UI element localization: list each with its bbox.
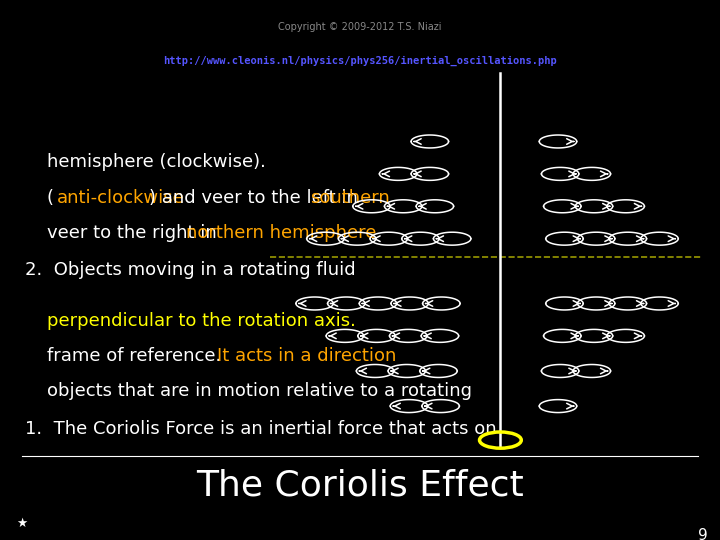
Text: It acts in a direction: It acts in a direction (217, 347, 397, 366)
Text: northern hemisphere: northern hemisphere (186, 224, 376, 242)
Text: objects that are in motion relative to a rotating: objects that are in motion relative to a… (47, 382, 472, 401)
Text: http://www.cleonis.nl/physics/phys256/inertial_oscillations.php: http://www.cleonis.nl/physics/phys256/in… (163, 56, 557, 65)
Text: Copyright © 2009-2012 T.S. Niazi: Copyright © 2009-2012 T.S. Niazi (278, 22, 442, 32)
Text: 1.  The Coriolis Force is an inertial force that acts on: 1. The Coriolis Force is an inertial for… (25, 420, 497, 438)
Text: The Coriolis Effect: The Coriolis Effect (196, 469, 524, 503)
Text: hemisphere (clockwise).: hemisphere (clockwise). (47, 153, 266, 171)
Text: southern: southern (310, 189, 390, 207)
Text: (: ( (47, 189, 54, 207)
Text: ★: ★ (16, 517, 27, 530)
Text: ) and veer to the left in: ) and veer to the left in (149, 189, 364, 207)
Text: perpendicular to the rotation axis.: perpendicular to the rotation axis. (47, 312, 356, 330)
Text: frame of reference.: frame of reference. (47, 347, 233, 366)
Text: 2.  Objects moving in a rotating fluid: 2. Objects moving in a rotating fluid (25, 261, 356, 279)
Text: 9: 9 (698, 528, 708, 540)
Text: anti-clockwise: anti-clockwise (57, 189, 184, 207)
Text: veer to the right in: veer to the right in (47, 224, 222, 242)
